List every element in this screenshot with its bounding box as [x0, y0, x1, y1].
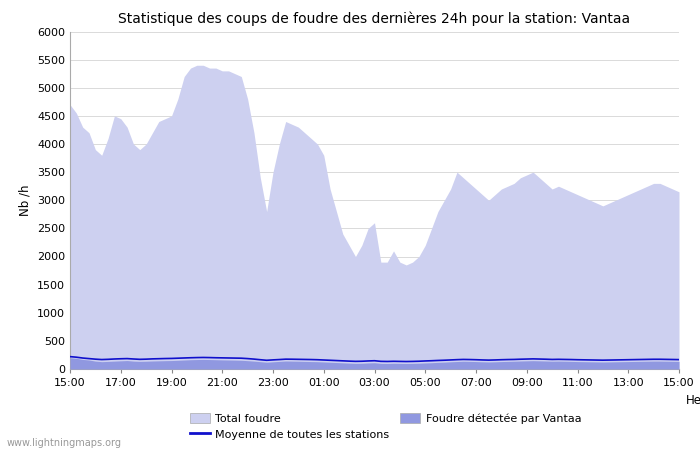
Legend: Total foudre, Moyenne de toutes les stations, Foudre détectée par Vantaa: Total foudre, Moyenne de toutes les stat… [186, 408, 586, 444]
Text: www.lightningmaps.org: www.lightningmaps.org [7, 438, 122, 448]
Title: Statistique des coups de foudre des dernières 24h pour la station: Vantaa: Statistique des coups de foudre des dern… [118, 12, 631, 26]
Text: Heure: Heure [686, 394, 700, 407]
Y-axis label: Nb /h: Nb /h [18, 184, 32, 216]
